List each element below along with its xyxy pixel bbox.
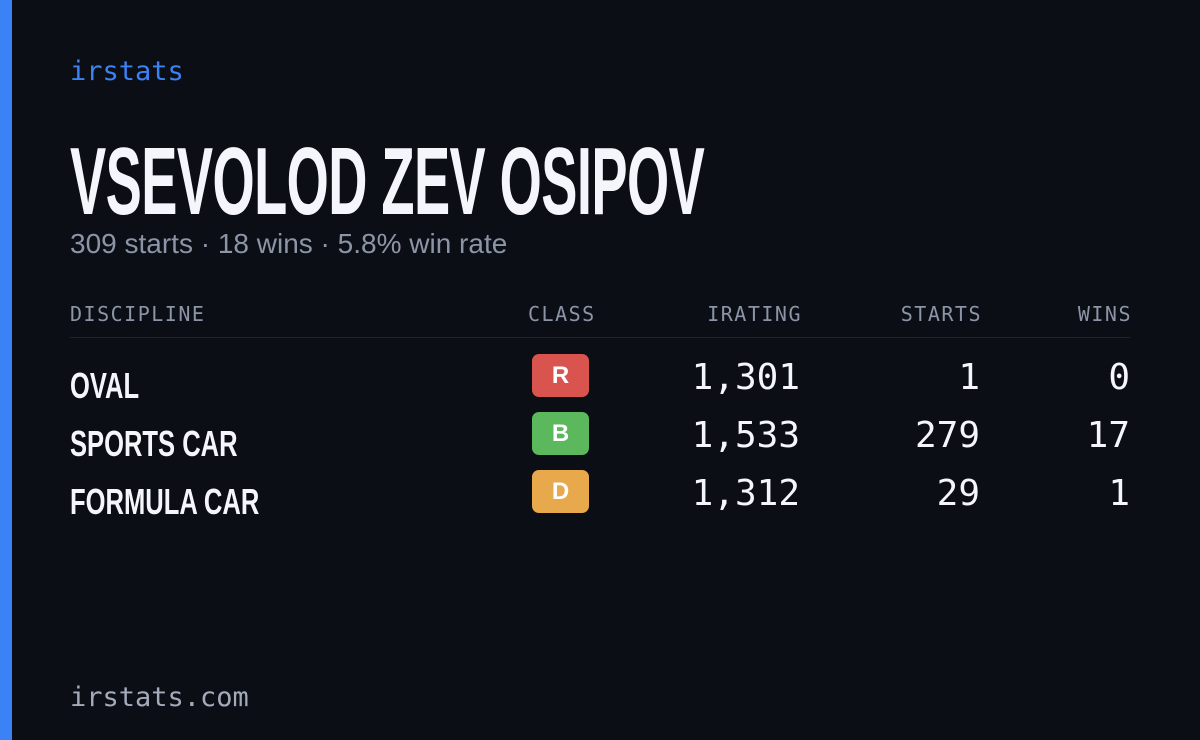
footer-link[interactable]: irstats.com (70, 682, 249, 713)
starts: 29 (936, 473, 980, 514)
divider (70, 337, 1130, 338)
irating: 1,301 (691, 357, 800, 398)
starts: 1 (958, 357, 980, 398)
summary: 309 starts · 18 wins · 5.8% win rate (70, 228, 508, 259)
column-header: IRATING (707, 302, 802, 326)
discipline: FORMULA CAR (70, 481, 260, 522)
irating: 1,533 (691, 415, 800, 456)
wins: 0 (1108, 357, 1130, 398)
column-header: WINS (1077, 302, 1132, 326)
discipline: SPORTS CAR (70, 423, 238, 464)
class-badge: R (532, 354, 589, 397)
column-header: STARTS (900, 302, 982, 326)
discipline: OVAL (70, 365, 140, 406)
column-header: DISCIPLINE (70, 302, 206, 326)
column-header: CLASS (528, 302, 596, 326)
wins: 1 (1108, 473, 1130, 514)
brand[interactable]: irstats (70, 56, 184, 87)
driver-name: VSEVOLOD ZEV OSIPOV (70, 128, 705, 235)
class-badge: B (532, 412, 589, 455)
wins: 17 (1086, 415, 1130, 456)
class-badge: D (532, 470, 589, 513)
accent-bar (0, 0, 12, 740)
starts: 279 (914, 415, 980, 456)
irating: 1,312 (691, 473, 800, 514)
